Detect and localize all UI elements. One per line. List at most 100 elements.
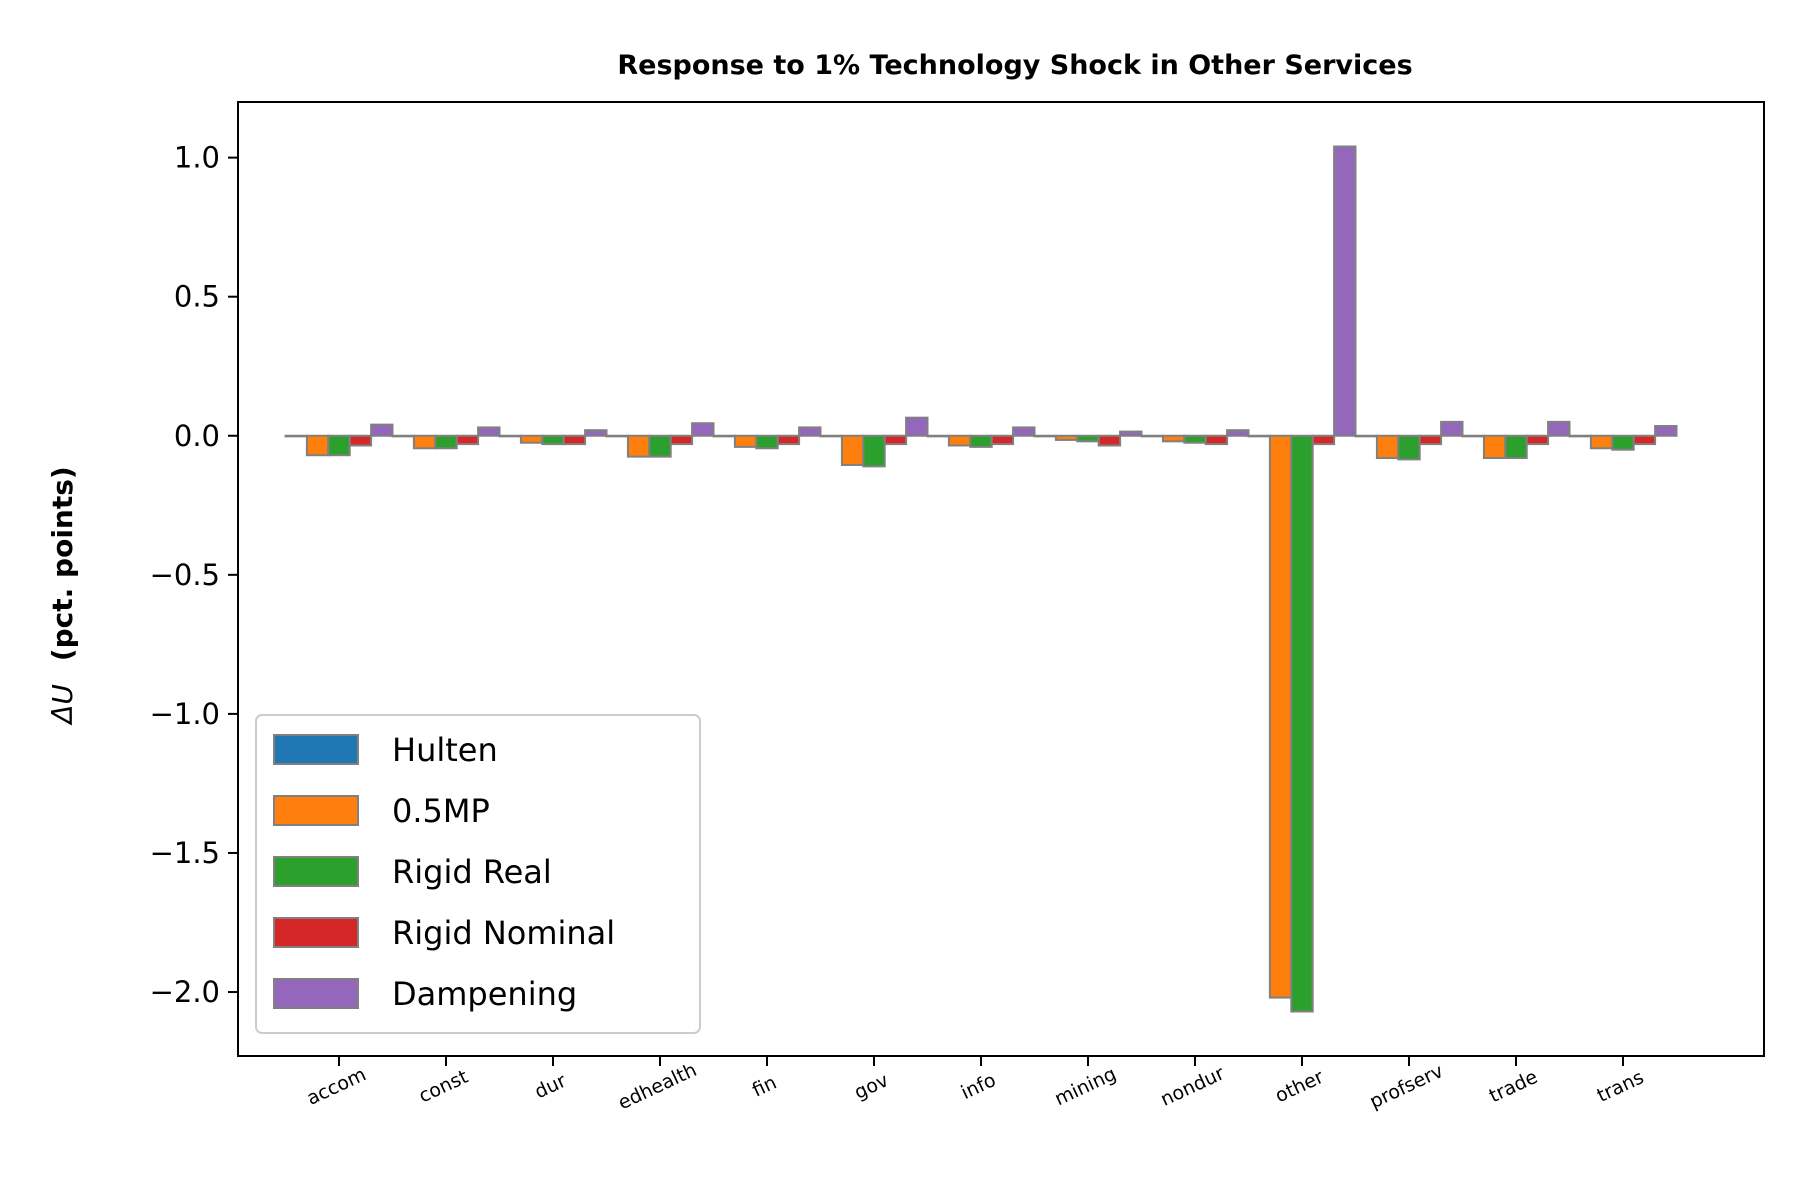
bar-hulten-accom	[284, 434, 308, 438]
bar-rigid-nominal-nondur	[1204, 434, 1229, 446]
legend-box	[255, 714, 701, 1034]
x-tick-label-profserv: profserv	[1366, 1060, 1446, 1113]
plot-frame	[237, 101, 1765, 1057]
bar-0-5mp-profserv	[1375, 434, 1400, 460]
bar-0-5mp-edhealth	[626, 434, 651, 458]
bar-hulten-profserv	[1354, 434, 1378, 438]
bar-hulten-trade	[1461, 434, 1485, 438]
bar-dampening-trans	[1654, 425, 1678, 437]
bar-rigid-nominal-const	[455, 434, 480, 446]
x-tick-label-gov: gov	[851, 1069, 892, 1104]
legend-swatch-0-5mp	[273, 795, 359, 826]
legend-swatch-dampening	[273, 978, 359, 1009]
bar-0-5mp-info	[947, 434, 972, 447]
plot-area	[284, 145, 1678, 1013]
x-tick-label-nondur: nondur	[1157, 1062, 1228, 1111]
bar-0-5mp-const	[412, 434, 437, 450]
bar-hulten-gov	[819, 434, 843, 438]
x-tick-label-accom: accom	[303, 1063, 369, 1109]
x-tick-label-fin: fin	[749, 1072, 780, 1102]
bar-rigid-real-other	[1290, 434, 1314, 1013]
x-tick-label-other: other	[1272, 1066, 1327, 1107]
bar-rigid-real-trade	[1504, 434, 1528, 460]
legend: Hulten 0.5MP Rigid Real Rigid Nominal Dampen…	[255, 714, 701, 1034]
bar-dampening-nondur	[1226, 429, 1250, 437]
y-tick-label: −2.0	[150, 975, 220, 1009]
y-tick-label: 0.5	[174, 280, 220, 314]
legend-label-hulten: Hulten	[392, 731, 498, 769]
legend-swatch-rigid-real	[273, 856, 359, 887]
bar-hulten-edhealth	[605, 434, 629, 438]
legend-label-0-5mp: 0.5MP	[392, 792, 490, 830]
x-tick-label-trade: trade	[1486, 1066, 1541, 1107]
bar-rigid-real-info	[969, 434, 993, 448]
bar-dampening-dur	[584, 429, 608, 437]
svg-text:ΔU (pct. points): ΔU (pct. points)	[46, 466, 79, 725]
chart-title: Response to 1% Technology Shock in Other…	[617, 50, 1412, 81]
bar-rigid-nominal-other	[1311, 434, 1336, 446]
bar-dampening-info	[1012, 426, 1036, 437]
y-tick-label: 0.0	[174, 419, 220, 453]
bar-dampening-edhealth	[691, 422, 715, 437]
legend-label-dampening: Dampening	[392, 975, 577, 1013]
bar-hulten-nondur	[1140, 434, 1164, 438]
bar-0-5mp-dur	[519, 434, 544, 444]
bar-hulten-mining	[1033, 434, 1057, 438]
bar-rigid-nominal-trade	[1525, 434, 1550, 446]
bar-hulten-other	[1247, 434, 1271, 438]
bar-rigid-nominal-gov	[883, 434, 908, 446]
bar-rigid-real-nondur	[1183, 434, 1207, 444]
bar-dampening-const	[477, 426, 501, 437]
bar-hulten-info	[926, 434, 950, 438]
bar-rigid-nominal-edhealth	[669, 434, 694, 446]
bar-rigid-nominal-fin	[776, 434, 801, 446]
legend-label-rigid-real: Rigid Real	[392, 853, 552, 891]
bar-dampening-fin	[798, 426, 822, 437]
bar-dampening-mining	[1119, 430, 1143, 437]
y-axis-label-symbol: ΔU	[46, 684, 79, 726]
bar-rigid-nominal-info	[990, 434, 1015, 446]
x-tick-label-const: const	[415, 1066, 471, 1108]
bar-rigid-nominal-profserv	[1418, 434, 1443, 446]
x-tick-label-dur: dur	[531, 1070, 569, 1104]
bar-0-5mp-accom	[305, 434, 330, 457]
bar-dampening-accom	[370, 423, 394, 437]
bar-rigid-real-trans	[1611, 434, 1635, 451]
bar-rigid-real-edhealth	[648, 434, 672, 458]
bar-0-5mp-other	[1268, 434, 1293, 999]
bar-rigid-real-const	[434, 434, 458, 450]
legend-swatch-rigid-nominal	[273, 917, 359, 948]
bar-dampening-gov	[905, 416, 929, 437]
bar-rigid-real-gov	[862, 434, 886, 468]
bar-0-5mp-trade	[1482, 434, 1507, 460]
bar-rigid-real-dur	[541, 434, 565, 446]
y-axis: 1.0 0.5 0.0 −0.5 −1.0 −1.5 −2.0	[150, 141, 238, 1009]
x-tick-label-mining: mining	[1051, 1063, 1119, 1111]
x-tick-label-info: info	[958, 1069, 1000, 1104]
bar-0-5mp-nondur	[1161, 434, 1186, 443]
bar-rigid-nominal-mining	[1097, 434, 1122, 447]
bar-rigid-nominal-trans	[1632, 434, 1657, 446]
bar-hulten-const	[391, 434, 415, 438]
y-tick-label: −1.5	[150, 836, 220, 870]
bar-rigid-real-mining	[1076, 434, 1100, 443]
bar-rigid-real-fin	[755, 434, 779, 450]
y-axis-label-unit: (pct. points)	[46, 466, 79, 661]
bar-rigid-real-accom	[327, 434, 351, 457]
bar-dampening-other	[1333, 145, 1357, 437]
x-tick-label-edhealth: edhealth	[615, 1059, 700, 1114]
x-axis: accom const dur edhealth fin gov info mining non…	[303, 1056, 1647, 1114]
legend-label-rigid-nominal: Rigid Nominal	[392, 914, 615, 952]
bar-rigid-real-profserv	[1397, 434, 1421, 461]
y-tick-label: −1.0	[150, 697, 220, 731]
bar-dampening-profserv	[1440, 420, 1464, 437]
bar-hulten-dur	[498, 434, 522, 438]
y-tick-label: −0.5	[150, 558, 220, 592]
x-tick-label-trans: trans	[1594, 1066, 1648, 1107]
y-tick-label: 1.0	[174, 141, 220, 175]
bar-rigid-nominal-accom	[348, 434, 373, 447]
bar-hulten-fin	[712, 434, 736, 438]
legend-swatch-hulten	[273, 734, 359, 765]
bar-0-5mp-gov	[840, 434, 865, 466]
